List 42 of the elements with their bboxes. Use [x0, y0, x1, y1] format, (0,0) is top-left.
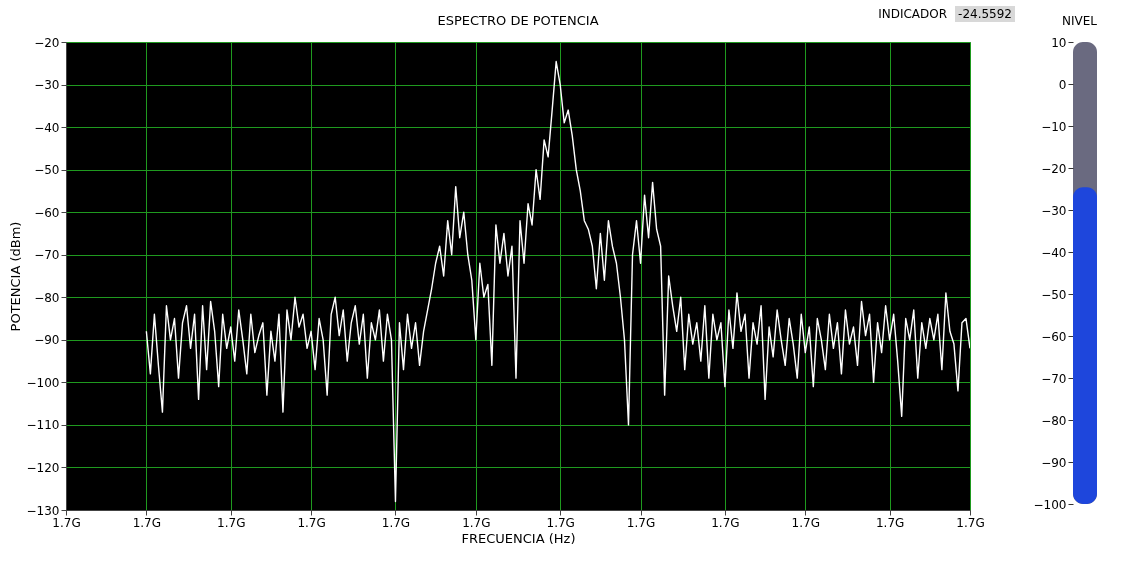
y-tick-label: −30 — [1041, 203, 1067, 218]
x-tick-label: 1.7G — [875, 515, 905, 530]
y-tick-label: −10 — [1041, 119, 1067, 134]
chart-title: ESPECTRO DE POTENCIA — [437, 13, 599, 28]
y-tick-label: −30 — [34, 78, 60, 93]
y-tick-label: 0 — [1058, 77, 1067, 92]
y-tick-label: −40 — [34, 120, 60, 135]
y-tick-label: −120 — [26, 460, 60, 475]
x-tick-label: 1.7G — [546, 515, 575, 530]
y-tick-label: −70 — [1041, 371, 1067, 386]
y-tick-label: 10 — [1051, 35, 1067, 50]
y-tick-label: −60 — [1041, 329, 1067, 344]
y-tick-label: −90 — [34, 333, 60, 348]
y-tick-label: −20 — [34, 35, 60, 50]
x-tick-label: 1.7G — [217, 515, 246, 530]
y-tick-label: −60 — [34, 205, 60, 220]
y-tick-label: −50 — [34, 163, 60, 178]
x-tick-label: 1.7G — [711, 515, 740, 530]
text: -24.5592 — [955, 6, 1015, 22]
x-tick-label: 1.7G — [297, 515, 326, 530]
x-tick-label: 1.7G — [52, 515, 81, 530]
y-tick-label: −50 — [1041, 287, 1067, 302]
y-tick-label: −100 — [26, 375, 60, 390]
x-tick-label: 1.7G — [462, 515, 491, 530]
y-tick-label: −100 — [1033, 497, 1067, 512]
x-tick-label: 1.7G — [381, 515, 411, 530]
y-tick-label: −90 — [1041, 455, 1067, 470]
y-tick-label: −80 — [34, 290, 60, 305]
x-axis-title: FRECUENCIA (Hz) — [461, 530, 576, 546]
text: INDICADOR — [878, 7, 948, 21]
x-tick-label: 1.7G — [791, 515, 820, 530]
y-tick-label: −40 — [1041, 245, 1067, 260]
y-axis-title: POTENCIA (dBm) — [7, 221, 23, 332]
y-tick-label: −110 — [26, 418, 60, 433]
y-tick-label: −70 — [34, 248, 60, 263]
x-tick-label: 1.7G — [626, 515, 656, 530]
x-tick-label: 1.7G — [956, 515, 985, 530]
chart-title: NIVEL — [1062, 14, 1098, 28]
y-tick-label: −80 — [1041, 413, 1067, 428]
y-tick-label: −130 — [26, 503, 60, 518]
y-tick-label: −20 — [1041, 161, 1067, 176]
x-tick-label: 1.7G — [132, 515, 162, 530]
